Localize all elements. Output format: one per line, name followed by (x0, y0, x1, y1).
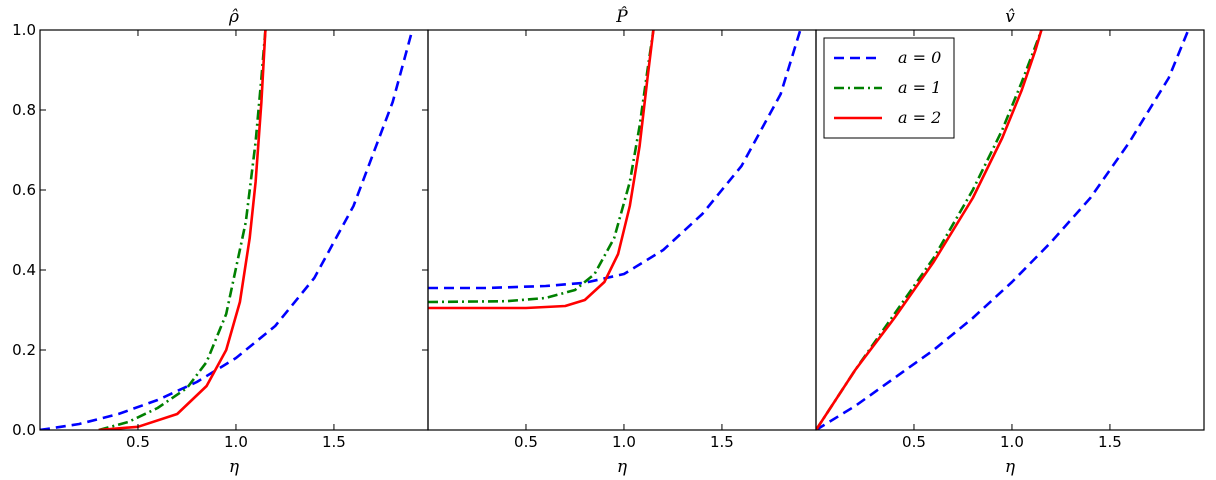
series-group (816, 30, 1190, 430)
y-tick-label: 0.2 (12, 341, 36, 359)
y-tick-label: 0.0 (12, 421, 36, 439)
plot-frame (39, 29, 429, 431)
panel-title: ρ̂ (228, 7, 239, 27)
x-tick-label: 1.5 (322, 433, 346, 451)
x-tick-label: 1.0 (612, 433, 636, 451)
y-tick-label: 0.8 (12, 101, 36, 119)
x-axis-label: η (617, 457, 628, 477)
x-axis-label: η (229, 457, 240, 477)
x-tick-label: 0.5 (514, 433, 538, 451)
x-tick-label: 0.5 (902, 433, 926, 451)
legend: a = 0 a = 1 a = 2 (823, 37, 955, 139)
series-line-a-0 (40, 30, 414, 430)
series-line-a-1 (428, 30, 655, 304)
legend-label: a = 1 (898, 78, 941, 97)
panel-title: v̂ (1005, 7, 1015, 27)
x-tick-label: 1.0 (1000, 433, 1024, 451)
panel-2: 0.5 1.0 1.5 P̂ η (427, 7, 817, 477)
legend-label: a = 0 (898, 48, 941, 67)
y-tick-label: 0.6 (12, 181, 36, 199)
legend-label: a = 2 (898, 108, 941, 127)
legend-box (823, 37, 955, 139)
y-tick-label: 1.0 (12, 21, 36, 39)
panel-title: P̂ (615, 7, 628, 27)
series-line-a-0 (816, 30, 1190, 430)
panel-1: 0.5 1.0 1.5 0.0 0.2 0.4 0.6 0.8 1.0 ρ̂ η (12, 7, 429, 477)
x-tick-label: 1.5 (710, 433, 734, 451)
series-line-a-1 (98, 30, 267, 430)
x-tick-label: 1.5 (1098, 433, 1122, 451)
x-tick-label: 1.0 (224, 433, 248, 451)
plot-frame (427, 29, 817, 431)
x-axis-label: η (1005, 457, 1016, 477)
series-line-a-2 (428, 30, 655, 310)
panel-3: 0.5 1.0 1.5 v̂ η (815, 7, 1205, 477)
series-group (428, 30, 802, 310)
chart-panels: 0.5 1.0 1.5 0.0 0.2 0.4 0.6 0.8 1.0 ρ̂ η 0.5 1.0 1.5 P… (12, 7, 1205, 477)
x-tick-label: 0.5 (126, 433, 150, 451)
series-line-a-2 (98, 30, 267, 430)
series-group (40, 30, 414, 430)
series-line-a-0 (428, 30, 802, 290)
series-line-a-2 (816, 30, 1043, 430)
y-tick-label: 0.4 (12, 261, 36, 279)
plot-frame (815, 29, 1205, 431)
